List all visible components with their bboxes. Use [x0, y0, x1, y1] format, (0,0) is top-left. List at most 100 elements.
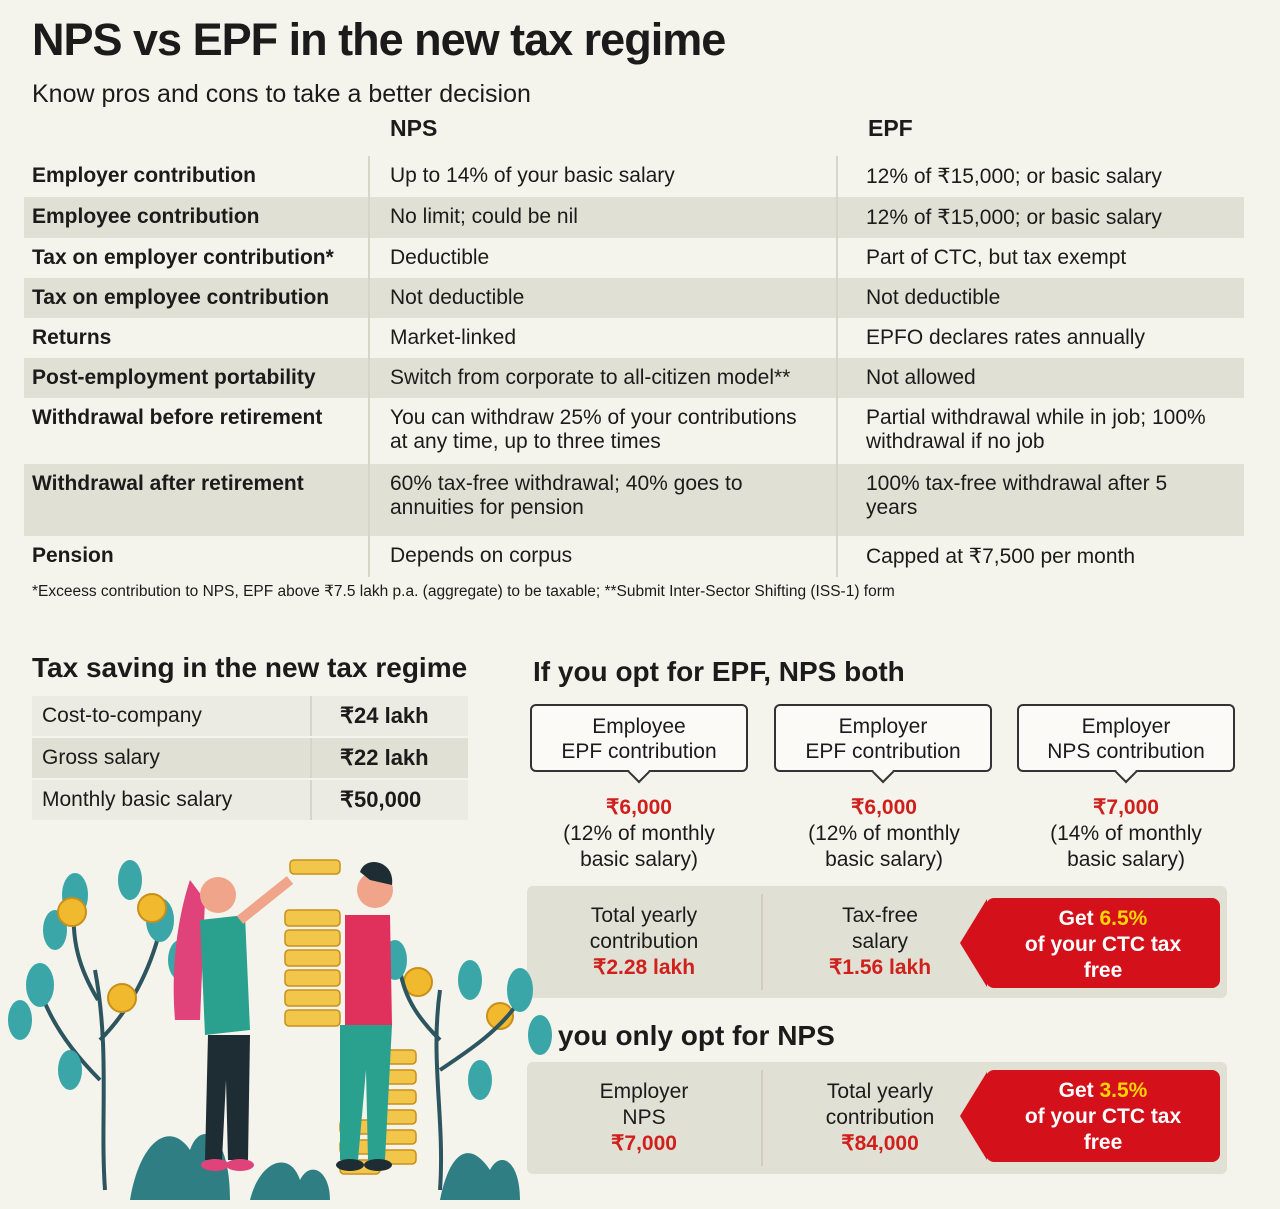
tax-saving-value: ₹22 lakh [340, 745, 429, 770]
amount-note: (12% of monthly [563, 822, 715, 845]
row-label: Tax on employee contribution [32, 286, 330, 309]
nps-cell: Up to 14% of your basic salary [368, 156, 838, 197]
page-subtitle: Know pros and cons to take a better deci… [32, 80, 531, 108]
badge-line: of your CTC tax [1024, 933, 1182, 956]
row-label: Employee contribution [32, 205, 260, 228]
only-nps-section-title: If you only opt for NPS [533, 1020, 835, 1051]
tax-saving-label: Monthly basic salary [32, 780, 312, 820]
amount-note: basic salary) [1067, 848, 1185, 871]
table-row: Post-employment portability Switch from … [24, 358, 1244, 398]
epf-cell: Part of CTC, but tax exempt [866, 246, 1127, 269]
summary-value: ₹2.28 lakh [592, 956, 696, 979]
nps-cell: No limit; could be nil [368, 197, 838, 238]
amount: ₹7,000 [1093, 796, 1159, 819]
row-label: Withdrawal before retirement [32, 406, 323, 429]
table-row: Gross salary ₹22 lakh [32, 738, 468, 778]
both-section-title: If you opt for EPF, NPS both [533, 656, 905, 687]
amount: ₹6,000 [851, 796, 917, 819]
bubble-line1: Employee [592, 715, 686, 738]
badge-prefix: Get [1058, 1079, 1100, 1102]
ctc-tax-free-badge: Get 3.5% of your CTC tax free [986, 1070, 1220, 1162]
nps-cell: Switch from corporate to all-citizen mod… [368, 358, 838, 398]
comparison-header-row: NPS EPF [24, 114, 1244, 156]
employer-nps-bubble: Employer NPS contribution [1017, 704, 1235, 784]
badge-line: of your CTC tax [1024, 1105, 1182, 1128]
comparison-table: NPS EPF Employer contribution Up to 14% … [24, 114, 1244, 577]
tax-saving-value: ₹24 lakh [340, 703, 429, 728]
epf-cell: Partial withdrawal while in job; 100% wi… [866, 406, 1206, 453]
bubble-line2: EPF contribution [561, 740, 717, 763]
tax-saving-table: Cost-to-company ₹24 lakh Gross salary ₹2… [32, 696, 468, 822]
table-row: Employee contribution No limit; could be… [24, 197, 1244, 238]
tax-saving-title: Tax saving in the new tax regime [32, 652, 468, 683]
money-tree-illustration [8, 859, 552, 1200]
employee-epf-amount: ₹6,000 (12% of monthly basic salary) [529, 795, 749, 873]
bubble-line2: NPS contribution [1047, 740, 1205, 763]
summary-value: ₹84,000 [841, 1132, 919, 1155]
amount-note: basic salary) [825, 848, 943, 871]
summary-line: Employer [599, 1080, 689, 1103]
footnote: *Exceess contribution to NPS, EPF above … [32, 583, 895, 600]
summary-line: Total yearly [826, 1080, 934, 1103]
epf-cell: EPFO declares rates annually [866, 326, 1145, 349]
employer-epf-amount: ₹6,000 (12% of monthly basic salary) [774, 795, 994, 873]
badge-percent: 3.5% [1099, 1079, 1148, 1102]
row-label: Returns [32, 326, 112, 349]
badge-line: free [1083, 959, 1123, 982]
table-row: Pension Depends on corpus Capped at ₹7,5… [24, 536, 1244, 577]
employer-epf-bubble: Employer EPF contribution [774, 704, 992, 784]
amount: ₹6,000 [606, 796, 672, 819]
ctc-tax-free-badge: Get 6.5% of your CTC tax free [986, 898, 1220, 988]
bush-icon [130, 1134, 520, 1200]
tree-leaves-left [8, 860, 192, 1090]
epf-cell: 100% tax-free withdrawal after 5 years [866, 472, 1168, 519]
amount-note: (12% of monthly [808, 822, 960, 845]
summary-value: ₹7,000 [611, 1132, 677, 1155]
summary-line: NPS [622, 1106, 666, 1129]
epf-cell: Not allowed [866, 366, 976, 389]
summary-tax-free: Tax-free salary ₹1.56 lakh [763, 903, 997, 981]
amount-note: (14% of monthly [1050, 822, 1202, 845]
summary-total-yearly: Total yearly contribution ₹2.28 lakh [527, 903, 761, 981]
nps-cell: Deductible [368, 238, 838, 278]
epf-cell: Not deductible [866, 286, 1001, 309]
summary-line: contribution [825, 1106, 935, 1129]
row-label: Pension [32, 544, 114, 567]
badge-percent: 6.5% [1099, 907, 1148, 930]
summary-value: ₹1.56 lakh [828, 956, 932, 979]
table-row: Withdrawal before retirement You can wit… [24, 398, 1244, 464]
table-row: Employer contribution Up to 14% of your … [24, 156, 1244, 197]
man-figure [336, 862, 393, 1171]
summary-line: Total yearly [590, 904, 698, 927]
epf-cell: 12% of ₹15,000; or basic salary [866, 206, 1162, 229]
table-row: Tax on employee contribution Not deducti… [24, 278, 1244, 318]
row-label: Tax on employer contribution* [32, 246, 334, 269]
summary-line: salary [851, 930, 909, 953]
table-row: Monthly basic salary ₹50,000 [32, 780, 468, 820]
row-label: Post-employment portability [32, 366, 316, 389]
bubble-line2: EPF contribution [805, 740, 961, 763]
both-summary-panel: Total yearly contribution ₹2.28 lakh Tax… [527, 886, 1227, 998]
coin-icon [57, 893, 514, 1030]
summary-line: contribution [589, 930, 699, 953]
table-row: Withdrawal after retirement 60% tax-free… [24, 464, 1244, 536]
amount-note: basic salary) [580, 848, 698, 871]
table-row: Returns Market-linked EPFO declares rate… [24, 318, 1244, 358]
tax-saving-label: Gross salary [32, 738, 312, 778]
summary-line: Tax-free [842, 904, 918, 927]
summary-employer-nps: Employer NPS ₹7,000 [527, 1079, 761, 1157]
column-header-nps: NPS [390, 115, 438, 141]
tax-saving-label: Cost-to-company [32, 696, 312, 736]
table-row: Tax on employer contribution* Deductible… [24, 238, 1244, 278]
woman-figure [173, 876, 294, 1171]
epf-cell: Capped at ₹7,500 per month [866, 545, 1136, 568]
badge-line: free [1083, 1131, 1123, 1154]
employer-nps-amount: ₹7,000 (14% of monthly basic salary) [1016, 795, 1236, 873]
bubble-line1: Employer [838, 715, 928, 738]
nps-cell: Depends on corpus [368, 536, 838, 577]
tax-saving-value: ₹50,000 [340, 787, 422, 812]
nps-cell: Market-linked [368, 318, 838, 358]
nps-cell: Not deductible [368, 278, 838, 318]
nps-cell: 60% tax-free withdrawal; 40% goes to ann… [368, 464, 838, 536]
nps-cell: You can withdraw 25% of your contributio… [368, 398, 838, 464]
